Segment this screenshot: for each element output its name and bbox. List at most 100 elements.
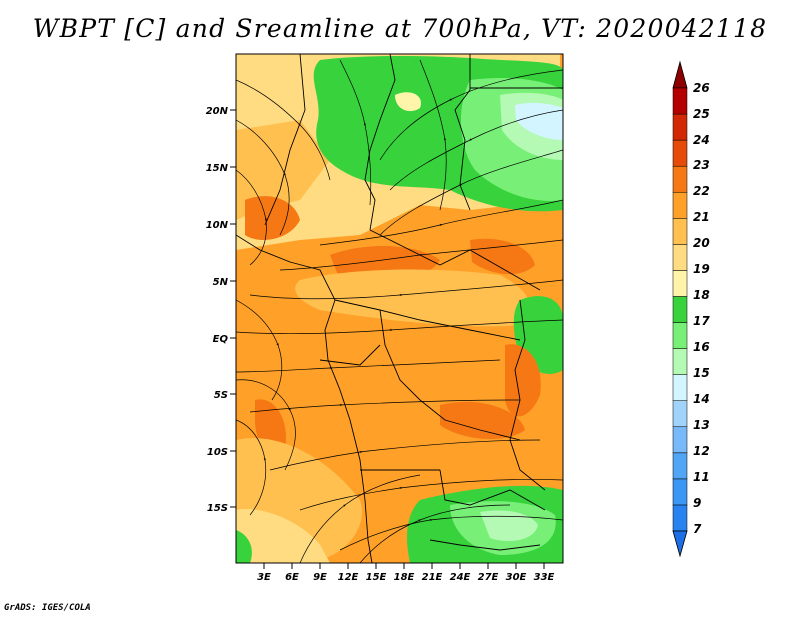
lon-label: 15E [366, 572, 387, 583]
streamline [279, 239, 563, 271]
lat-label: 20N [206, 106, 229, 117]
border-6 [334, 299, 521, 341]
colorbar-label: 12 [693, 444, 710, 458]
wbpt-hot-southeast [440, 401, 525, 440]
colorbar-bottom-arrow [672, 530, 688, 558]
wbpt-palegreen-south [480, 510, 538, 542]
lon-ticks [263, 563, 545, 569]
country-borders [236, 54, 563, 563]
lon-label: 6E [285, 572, 299, 583]
colorbar-labels: 26 25 24 23 22 21 20 19 18 17 16 15 14 1… [693, 81, 710, 536]
colorbar-segment [672, 296, 688, 323]
colorbar-label: 25 [693, 107, 710, 121]
lat-label: 5S [214, 390, 228, 401]
lon-label: 18E [394, 572, 415, 583]
colorbar-segment [672, 139, 688, 167]
coastline [236, 234, 373, 563]
colorbar-segment [672, 452, 688, 480]
border-2 [454, 54, 471, 211]
streamline [379, 149, 563, 236]
colorbar-segment [672, 478, 688, 506]
colorbar-label: 21 [693, 210, 710, 224]
colorbar-label: 22 [693, 184, 710, 198]
wbpt-sand-patch-north [395, 92, 421, 112]
streamline [339, 59, 372, 206]
colorbar-label: 15 [693, 366, 710, 380]
colorbar-label: 17 [693, 314, 710, 328]
wbpt-sand-equator [295, 269, 531, 327]
wbpt-hot-lakes [505, 344, 541, 417]
wbpt-green-southwest [236, 530, 252, 563]
lat-label: 15S [207, 503, 228, 514]
streamline [419, 59, 447, 211]
colorbar-label: 13 [693, 418, 710, 432]
wbpt-hot-west [245, 196, 300, 240]
colorbar: 26 25 24 23 22 21 20 19 18 17 16 15 14 1… [672, 60, 710, 558]
lon-label: 27E [478, 572, 499, 583]
streamline [236, 169, 267, 266]
border-11 [319, 344, 381, 366]
streamline [339, 515, 563, 551]
streamline [236, 319, 563, 335]
streamline [236, 419, 267, 516]
map-title: WBPT [C] and Sreamline at 700hPa, VT: 20… [32, 14, 768, 43]
colorbar-label: 7 [693, 522, 702, 536]
streamline [389, 109, 563, 191]
border-8 [439, 469, 546, 511]
streamline [236, 79, 331, 181]
colorbar-label: 24 [693, 133, 710, 147]
lat-label: 15N [206, 163, 229, 174]
lat-label: 10N [206, 220, 229, 231]
streamline [249, 279, 563, 300]
colorbar-segment [672, 218, 688, 245]
streamlines [236, 59, 563, 563]
lat-label: 5N [213, 277, 229, 288]
border-7 [379, 309, 521, 441]
lon-label: 3E [257, 572, 271, 583]
streamline [236, 359, 501, 373]
border-5 [369, 229, 541, 291]
map-panel [236, 54, 563, 563]
colorbar-label: 19 [693, 262, 710, 276]
lon-label: 33E [534, 572, 555, 583]
lon-label: 9E [313, 572, 327, 583]
colorbar-segment [672, 348, 688, 375]
lon-label: 12E [338, 572, 359, 583]
colorbar-segment [672, 191, 688, 219]
streamline [249, 399, 521, 413]
lat-ticks [230, 109, 236, 508]
lat-labels: 20N 15N 10N 5N EQ 5S 10S 15S [206, 106, 229, 514]
border-1 [364, 54, 396, 231]
colorbar-label: 23 [693, 158, 710, 172]
colorbar-label: 16 [693, 340, 710, 354]
lon-label: 30E [506, 572, 527, 583]
streamline [236, 119, 290, 236]
streamline [379, 69, 563, 161]
colorbar-segment [672, 322, 688, 349]
streamline [299, 474, 421, 563]
colorbar-segment [672, 87, 688, 115]
colorbar-segment [672, 504, 688, 532]
colorbar-segment [672, 374, 688, 401]
colorbar-label: 14 [693, 392, 710, 406]
map-frame [235, 53, 564, 564]
colorbar-label: 11 [693, 470, 710, 484]
colorbar-segment [672, 270, 688, 297]
streamline [319, 199, 563, 246]
colorbar-top-arrow [672, 60, 688, 89]
streamline [236, 299, 283, 401]
streamline [236, 379, 296, 471]
colorbar-label: 9 [693, 496, 701, 510]
colorbar-segment [672, 244, 688, 271]
colorbar-segment [672, 165, 688, 193]
colorbar-segment [672, 426, 688, 454]
streamline [299, 479, 563, 511]
colorbar-segments [672, 87, 688, 532]
colorbar-label: 26 [693, 81, 710, 95]
lon-label: 21E [422, 572, 443, 583]
streamline [269, 439, 541, 471]
colorbar-segment [672, 400, 688, 428]
colorbar-label: 18 [693, 288, 710, 302]
lon-labels: 3E 6E 9E 12E 15E 18E 21E 24E 27E 30E 33E [257, 572, 554, 583]
